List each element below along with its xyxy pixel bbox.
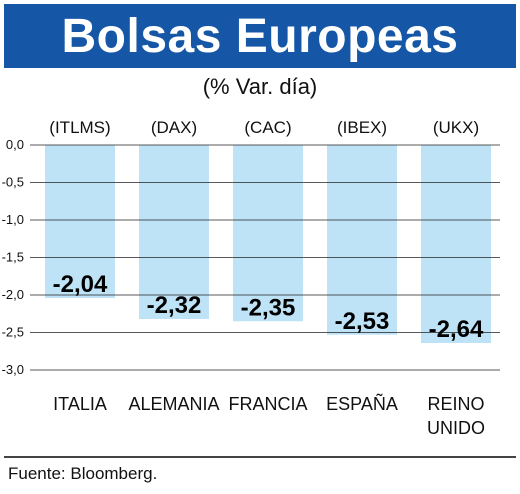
data-label: -2,64 (429, 316, 484, 343)
x-tick-label-line: ALEMANIA (128, 394, 219, 414)
title-banner: Bolsas Europeas (4, 4, 516, 68)
x-tick-label-line: ESPAÑA (326, 393, 398, 414)
data-label: -2,32 (147, 292, 202, 319)
bar-4 (421, 145, 491, 343)
chart-subtitle: (% Var. día) (202, 74, 318, 99)
x-tick-label: ALEMANIA (128, 394, 219, 414)
source-note: Fuente: Bloomberg. (8, 464, 158, 483)
x-tick-label: ESPAÑA (326, 393, 398, 414)
chart-title: Bolsas Europeas (61, 9, 459, 63)
index-label: (IBEX) (337, 118, 387, 137)
bar-3 (327, 145, 397, 335)
footer-divider (4, 456, 516, 458)
index-label: (CAC) (244, 118, 291, 137)
y-tick-label: -0,5 (2, 175, 24, 190)
index-label: (DAX) (151, 118, 197, 137)
data-label: -2,35 (241, 294, 296, 321)
x-tick-label: REINO UNIDO (427, 394, 485, 438)
x-tick-label-line: UNIDO (427, 418, 485, 438)
x-tick-label-line: REINO (427, 394, 484, 414)
index-label: (UKX) (433, 118, 479, 137)
y-tick-label: -1,0 (2, 212, 24, 227)
y-tick-label: -1,5 (2, 250, 24, 265)
bar-1 (139, 145, 209, 319)
y-tick-label: -2,5 (2, 325, 24, 340)
y-tick-label: -3,0 (2, 362, 24, 377)
data-label: -2,53 (335, 308, 390, 335)
index-label: (ITLMS) (49, 118, 110, 137)
data-label: -2,04 (53, 271, 108, 298)
bar-0 (45, 145, 115, 298)
x-tick-label-line: ITALIA (53, 394, 107, 414)
x-tick-label: ITALIA (53, 394, 107, 414)
bar-2 (233, 145, 303, 322)
x-tick-label-line: FRANCIA (228, 394, 307, 414)
y-tick-label: 0,0 (6, 137, 24, 152)
x-tick-label: FRANCIA (228, 394, 307, 414)
y-tick-label: -2,0 (2, 287, 24, 302)
